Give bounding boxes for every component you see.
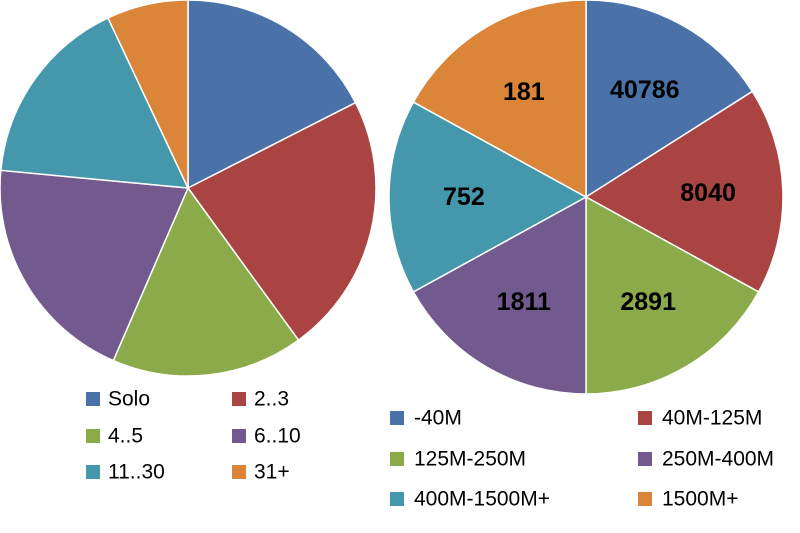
pie0-slice-11-30 (0, 16, 190, 189)
pie1-slice-125m-250m (585, 195, 760, 395)
pie1-data-label: 181 (503, 78, 545, 106)
pie-chart-team-size (0, 0, 377, 377)
legend0-label-31: 31+ (254, 461, 290, 484)
legend1-swatch-40m (390, 411, 404, 425)
legend0-label-4-5: 4..5 (108, 425, 143, 448)
legend0-swatch-4-5 (86, 429, 100, 443)
legend1-label-40m: -40M (414, 407, 462, 430)
legend0-swatch-11-30 (86, 465, 100, 479)
pie1-data-label: 1811 (497, 288, 551, 316)
pie1-slice-1500m (412, 0, 587, 199)
legend-team-size: Solo 2..3 4..5 6..10 11..30 31+ (86, 388, 301, 484)
legend1-swatch-40m-125m (638, 411, 652, 425)
pie0-slice-2-3 (186, 101, 377, 342)
pie1-slice-40m-125m (584, 90, 784, 293)
legend0-label-solo: Solo (108, 388, 150, 411)
pie1-data-label: 2891 (620, 288, 676, 316)
legend1-label-400m-1500m: 400M-1500M+ (414, 488, 550, 511)
legend0-swatch-31 (232, 465, 246, 479)
pie1-data-label: 752 (443, 183, 485, 211)
legend1-label-250m-400m: 250M-400M (662, 448, 774, 471)
pie0-slice-solo (187, 0, 357, 190)
pie0-slice-31 (106, 0, 189, 189)
legend-budget: -40M 40M-125M 125M-250M 250M-400M 400M-1500M… (390, 407, 774, 511)
pie1-data-label: 40786 (610, 76, 680, 104)
legend1-label-1500m: 1500M+ (662, 488, 738, 511)
legend0-swatch-6-10 (232, 429, 246, 443)
legend1-swatch-400m-1500m (390, 492, 404, 506)
pie1-slice-400m-1500m (388, 101, 588, 293)
legend1-label-125m-250m: 125M-250M (414, 448, 526, 471)
pie-chart-budget: 40786 8040 2891 1811 752 181 (388, 0, 784, 395)
pie1-slice-40m (585, 0, 754, 199)
legend0-label-2-3: 2..3 (254, 388, 289, 411)
legend1-label-40m-125m: 40M-125M (662, 407, 762, 430)
legend0-swatch-2-3 (232, 392, 246, 406)
legend1-swatch-1500m (638, 492, 652, 506)
legend0-label-11-30: 11..30 (108, 461, 165, 484)
pie0-slice-4-5 (112, 186, 300, 377)
pie1-slice-250m-400m (412, 195, 587, 395)
legend1-swatch-250m-400m (638, 452, 652, 466)
pie0-slice-6-10 (0, 169, 190, 362)
legend1-swatch-125m-250m (390, 452, 404, 466)
legend0-swatch-solo (86, 392, 100, 406)
legend0-label-6-10: 6..10 (254, 425, 301, 448)
pie1-data-label: 8040 (680, 179, 736, 207)
